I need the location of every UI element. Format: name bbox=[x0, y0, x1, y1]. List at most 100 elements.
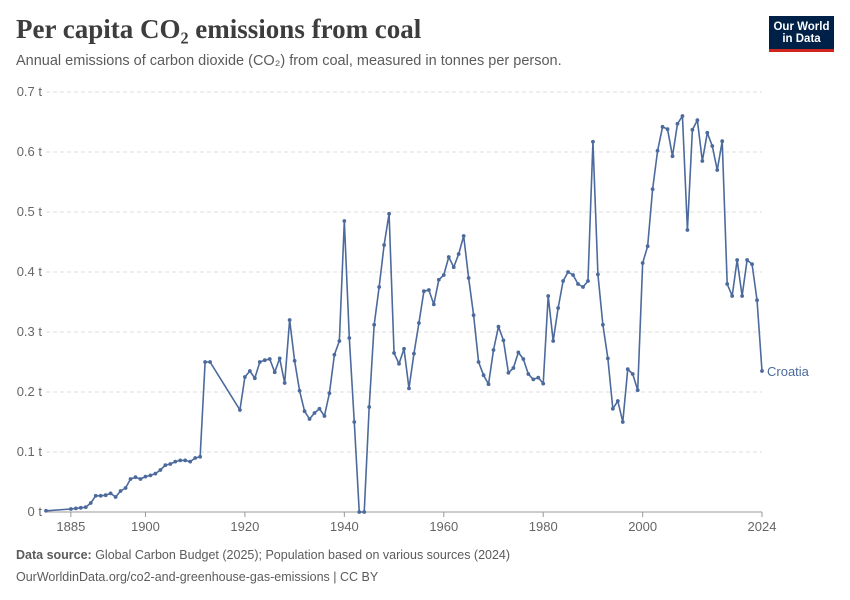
data-point bbox=[78, 505, 83, 510]
x-axis: 1885 1900 1920 1940 1960 1980 2000 2024 bbox=[46, 511, 777, 534]
data-point bbox=[183, 458, 188, 463]
data-point bbox=[367, 405, 372, 409]
data-point bbox=[755, 298, 759, 303]
data-source-label: Data source: bbox=[16, 548, 92, 562]
data-point bbox=[551, 339, 556, 343]
data-point bbox=[118, 489, 123, 493]
data-point bbox=[327, 391, 332, 396]
y-tick-label: 0.3 t bbox=[17, 324, 43, 339]
data-point bbox=[670, 154, 675, 159]
data-point bbox=[665, 127, 670, 132]
data-point bbox=[586, 279, 590, 283]
data-point bbox=[148, 473, 153, 478]
data-point bbox=[352, 420, 357, 424]
data-point bbox=[362, 510, 367, 514]
data-point bbox=[73, 506, 78, 511]
y-tick-label: 0.1 t bbox=[17, 444, 43, 459]
data-point bbox=[735, 258, 740, 262]
data-point bbox=[546, 294, 551, 298]
data-point bbox=[456, 252, 461, 256]
data-point bbox=[496, 324, 501, 329]
source-url-text: OurWorldinData.org/co2-and-greenhouse-ga… bbox=[16, 570, 379, 584]
data-point bbox=[44, 508, 48, 513]
chart-title: Per capita CO₂ emissions from coal bbox=[16, 14, 422, 44]
data-point bbox=[347, 336, 352, 340]
y-tick-label: 0.7 t bbox=[17, 84, 43, 99]
data-point bbox=[287, 318, 292, 322]
data-point bbox=[750, 262, 754, 267]
data-point bbox=[173, 459, 178, 464]
data-point bbox=[610, 406, 615, 411]
grid-lines bbox=[46, 91, 762, 453]
data-point bbox=[591, 139, 595, 144]
data-point bbox=[292, 358, 297, 363]
y-tick-label: 0.2 t bbox=[17, 384, 43, 399]
data-point bbox=[397, 361, 401, 366]
data-point bbox=[596, 272, 600, 277]
x-tick-label: 2024 bbox=[748, 519, 777, 534]
data-point bbox=[605, 356, 610, 361]
data-point bbox=[436, 277, 441, 282]
data-point bbox=[516, 350, 521, 355]
data-point bbox=[387, 211, 391, 216]
data-point bbox=[476, 360, 481, 364]
data-point bbox=[262, 358, 267, 363]
data-point bbox=[600, 322, 605, 327]
data-point bbox=[441, 273, 446, 277]
data-point bbox=[481, 373, 486, 378]
data-point bbox=[461, 234, 466, 238]
y-axis: 0 t 0.1 t 0.2 t 0.3 t 0.4 t 0.5 t 0.6 t 0.7 t bbox=[17, 84, 43, 519]
line-chart: 0 t 0.1 t 0.2 t 0.3 t 0.4 t 0.5 t 0.6 t 0.7 t 1… bbox=[17, 84, 810, 534]
data-point bbox=[412, 351, 416, 356]
data-point bbox=[372, 322, 377, 327]
data-point bbox=[466, 276, 471, 280]
data-point bbox=[760, 369, 764, 373]
data-point bbox=[113, 495, 118, 499]
y-tick-label: 0.5 t bbox=[17, 204, 43, 219]
x-tick-label: 1980 bbox=[529, 519, 558, 534]
data-point bbox=[635, 388, 640, 393]
source-url[interactable]: OurWorldinData.org/co2-and-greenhouse-ga… bbox=[16, 570, 378, 584]
data-point bbox=[645, 244, 650, 249]
data-point bbox=[153, 471, 158, 476]
data-point bbox=[143, 474, 148, 479]
data-point bbox=[307, 417, 312, 421]
data-point bbox=[615, 399, 620, 403]
data-point bbox=[531, 377, 536, 382]
data-point bbox=[705, 130, 710, 135]
data-point bbox=[426, 288, 431, 292]
series-layer: Croatia bbox=[44, 114, 810, 514]
data-point bbox=[98, 493, 103, 498]
data-point bbox=[680, 114, 685, 118]
y-tick-label: 0 t bbox=[28, 504, 43, 519]
data-source-text: Global Carbon Budget (2025); Population … bbox=[91, 548, 511, 562]
data-point bbox=[511, 366, 516, 370]
x-tick-label: 2000 bbox=[628, 519, 657, 534]
data-point bbox=[690, 127, 695, 132]
x-tick-label: 1885 bbox=[56, 519, 85, 534]
data-point bbox=[238, 408, 242, 412]
data-point bbox=[158, 468, 163, 472]
data-point bbox=[407, 386, 411, 391]
data-point bbox=[650, 187, 655, 192]
data-point bbox=[730, 294, 735, 298]
data-point bbox=[655, 148, 660, 153]
data-point bbox=[168, 462, 173, 466]
x-tick-label: 1960 bbox=[429, 519, 458, 534]
data-point bbox=[536, 375, 541, 380]
data-point bbox=[526, 372, 531, 376]
logo-line-1: Our World bbox=[773, 21, 830, 33]
data-point bbox=[128, 477, 133, 481]
data-point bbox=[272, 370, 277, 375]
owid-logo[interactable]: Our World in Data bbox=[769, 16, 834, 52]
data-point bbox=[302, 409, 307, 414]
data-point bbox=[267, 357, 272, 361]
y-tick-label: 0.6 t bbox=[17, 144, 43, 159]
data-point bbox=[640, 261, 645, 265]
data-point bbox=[501, 338, 506, 343]
data-point bbox=[88, 501, 93, 505]
data-point bbox=[571, 273, 575, 277]
data-point bbox=[491, 348, 496, 352]
data-point bbox=[332, 352, 337, 357]
data-point bbox=[556, 306, 561, 310]
